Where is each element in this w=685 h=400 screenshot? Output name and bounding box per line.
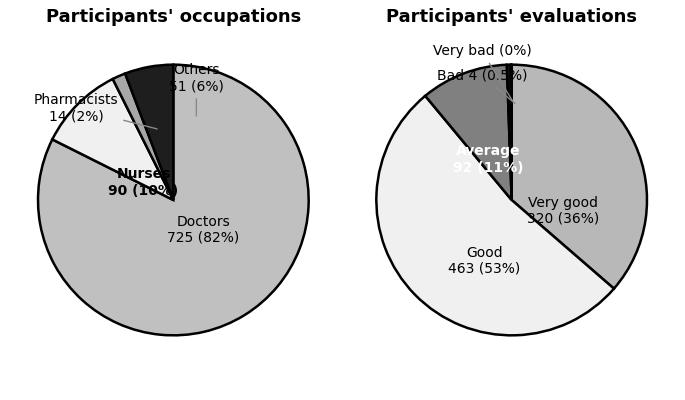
Wedge shape (376, 96, 614, 335)
Text: Good
463 (53%): Good 463 (53%) (449, 246, 521, 276)
Wedge shape (512, 65, 647, 289)
Wedge shape (125, 65, 173, 200)
Wedge shape (52, 79, 173, 200)
Text: Nurses
90 (10%): Nurses 90 (10%) (108, 167, 179, 198)
Title: Participants' evaluations: Participants' evaluations (386, 8, 637, 26)
Wedge shape (113, 74, 173, 200)
Text: Doctors
725 (82%): Doctors 725 (82%) (167, 215, 239, 245)
Text: Average
92 (11%): Average 92 (11%) (453, 144, 524, 174)
Text: Bad 4 (0.5%): Bad 4 (0.5%) (436, 68, 527, 104)
Text: Very good
320 (36%): Very good 320 (36%) (527, 196, 599, 226)
Text: Very bad (0%): Very bad (0%) (432, 44, 532, 102)
Title: Participants' occupations: Participants' occupations (46, 8, 301, 26)
Text: Pharmacists
14 (2%): Pharmacists 14 (2%) (34, 93, 157, 129)
Wedge shape (511, 65, 512, 200)
Text: Others
51 (6%): Others 51 (6%) (169, 63, 224, 116)
Wedge shape (507, 65, 512, 200)
Wedge shape (425, 65, 512, 200)
Wedge shape (38, 65, 309, 335)
